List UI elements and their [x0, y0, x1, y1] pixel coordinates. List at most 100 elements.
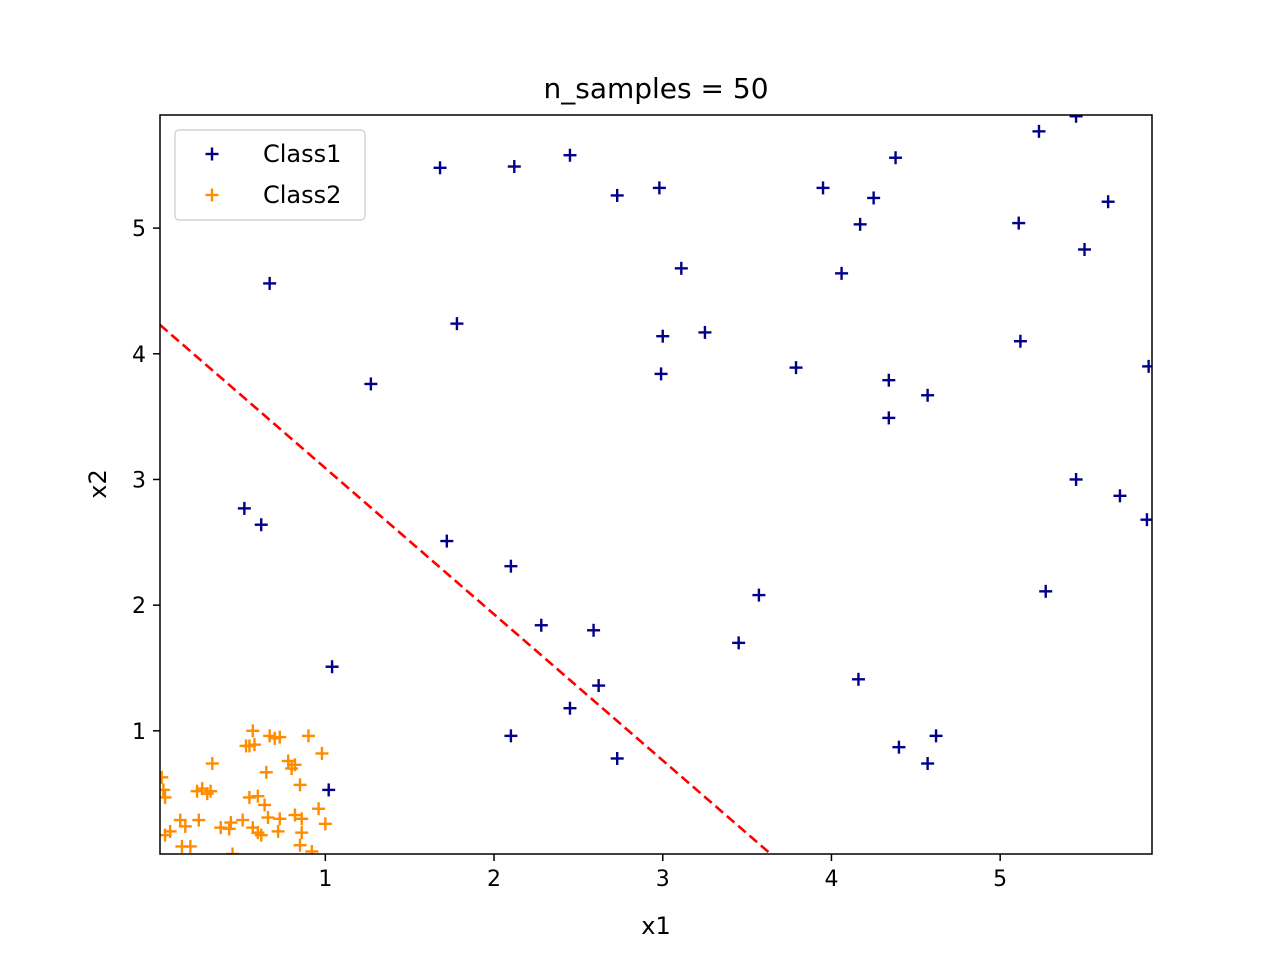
data-point-class1 — [835, 266, 849, 280]
x-axis-label: x1 — [641, 912, 670, 940]
x-tick-label: 4 — [824, 867, 838, 892]
data-point-class1 — [752, 588, 766, 602]
legend-marker-class2 — [205, 188, 219, 202]
data-point-class1 — [1013, 334, 1027, 348]
data-point-class1 — [867, 191, 881, 205]
y-tick-label: 4 — [132, 343, 146, 368]
data-point-class2 — [226, 847, 240, 854]
data-point-class1 — [853, 217, 867, 231]
y-tick-label: 5 — [132, 217, 146, 242]
legend-box — [174, 129, 366, 221]
legend-marker-class1 — [205, 147, 219, 161]
data-point-class2 — [318, 817, 332, 831]
data-point-class2 — [214, 821, 228, 835]
x-axis-ticks: 1 2 3 4 5 — [318, 854, 1007, 892]
data-point-class1 — [789, 361, 803, 375]
x-tick-label: 2 — [487, 867, 501, 892]
data-point-class1 — [882, 373, 896, 387]
data-point-class1 — [237, 501, 251, 515]
data-point-class1 — [1039, 584, 1053, 598]
data-point-class2 — [160, 770, 169, 784]
data-point-class2 — [224, 816, 238, 830]
data-point-class1 — [504, 729, 518, 743]
chart-title: n_samples = 50 — [543, 72, 768, 105]
data-point-class1 — [698, 325, 712, 339]
data-point-class1 — [322, 783, 336, 797]
data-point-class1 — [263, 276, 277, 290]
data-point-class1 — [1101, 195, 1115, 209]
data-point-class1 — [325, 660, 339, 674]
legend-label-class2: Class2 — [263, 181, 341, 209]
data-point-class1 — [592, 679, 606, 693]
data-point-class2 — [273, 812, 287, 826]
y-axis-ticks: 1 2 3 4 5 — [132, 217, 160, 745]
data-point-class2 — [261, 811, 275, 825]
data-point-class2 — [315, 746, 329, 760]
data-point-class1 — [1078, 242, 1092, 256]
data-point-class2 — [254, 828, 268, 842]
data-point-class2 — [247, 738, 261, 752]
data-point-class1 — [504, 559, 518, 573]
data-point-class2 — [271, 824, 285, 838]
data-point-class1 — [610, 188, 624, 202]
data-point-class1 — [732, 636, 746, 650]
data-point-class2 — [293, 778, 307, 792]
data-point-class2 — [178, 819, 192, 833]
legend-label-class1: Class1 — [263, 140, 341, 168]
data-point-class1 — [892, 740, 906, 754]
data-point-class2 — [236, 813, 250, 827]
x-tick-label: 1 — [318, 867, 332, 892]
data-point-class1 — [587, 623, 601, 637]
data-point-class1 — [1142, 359, 1152, 373]
data-point-class2 — [251, 789, 265, 803]
data-point-class1 — [254, 518, 268, 532]
data-point-class1 — [654, 367, 668, 381]
data-points-group — [160, 115, 1152, 854]
data-point-class1 — [1069, 115, 1083, 123]
data-point-class1 — [921, 388, 935, 402]
data-point-class1 — [851, 672, 865, 686]
data-point-class2 — [273, 730, 287, 744]
data-point-class1 — [507, 160, 521, 174]
data-point-class2 — [242, 790, 256, 804]
data-point-class2 — [295, 812, 309, 826]
data-point-class2 — [160, 783, 170, 797]
data-point-class2 — [301, 729, 315, 743]
data-point-class2 — [246, 724, 260, 738]
y-tick-label: 3 — [132, 468, 146, 493]
y-tick-label: 1 — [132, 720, 146, 745]
data-point-class2 — [163, 824, 177, 838]
data-point-class1 — [1032, 124, 1046, 138]
x-tick-label: 3 — [656, 867, 670, 892]
data-point-class2 — [192, 813, 206, 827]
legend-plus-class1 — [205, 147, 219, 161]
data-point-class1 — [652, 181, 666, 195]
data-point-class2 — [288, 808, 302, 822]
data-point-class1 — [433, 161, 447, 175]
data-point-class2 — [305, 844, 319, 854]
data-point-class2 — [288, 758, 302, 772]
data-point-class2 — [312, 802, 326, 816]
y-tick-label: 2 — [132, 594, 146, 619]
data-point-class1 — [563, 701, 577, 715]
data-point-class1 — [1069, 472, 1083, 486]
data-point-class1 — [563, 148, 577, 162]
data-point-class1 — [889, 151, 903, 165]
data-point-class2 — [295, 826, 309, 840]
legend-plus-class2 — [205, 188, 219, 202]
data-point-class1 — [450, 317, 464, 331]
data-point-class2 — [258, 798, 272, 812]
data-point-class1 — [364, 377, 378, 391]
data-point-class2 — [222, 822, 236, 836]
data-point-class2 — [204, 784, 218, 798]
legend: Class1 Class2 — [174, 129, 366, 221]
data-point-class1 — [929, 729, 943, 743]
x-tick-label: 5 — [993, 867, 1007, 892]
data-point-class1 — [610, 751, 624, 765]
data-point-class2 — [293, 838, 307, 852]
data-point-class2 — [281, 754, 295, 768]
data-point-class1 — [1113, 489, 1127, 503]
data-point-class1 — [656, 329, 670, 343]
plot-area-frame — [159, 114, 1153, 855]
